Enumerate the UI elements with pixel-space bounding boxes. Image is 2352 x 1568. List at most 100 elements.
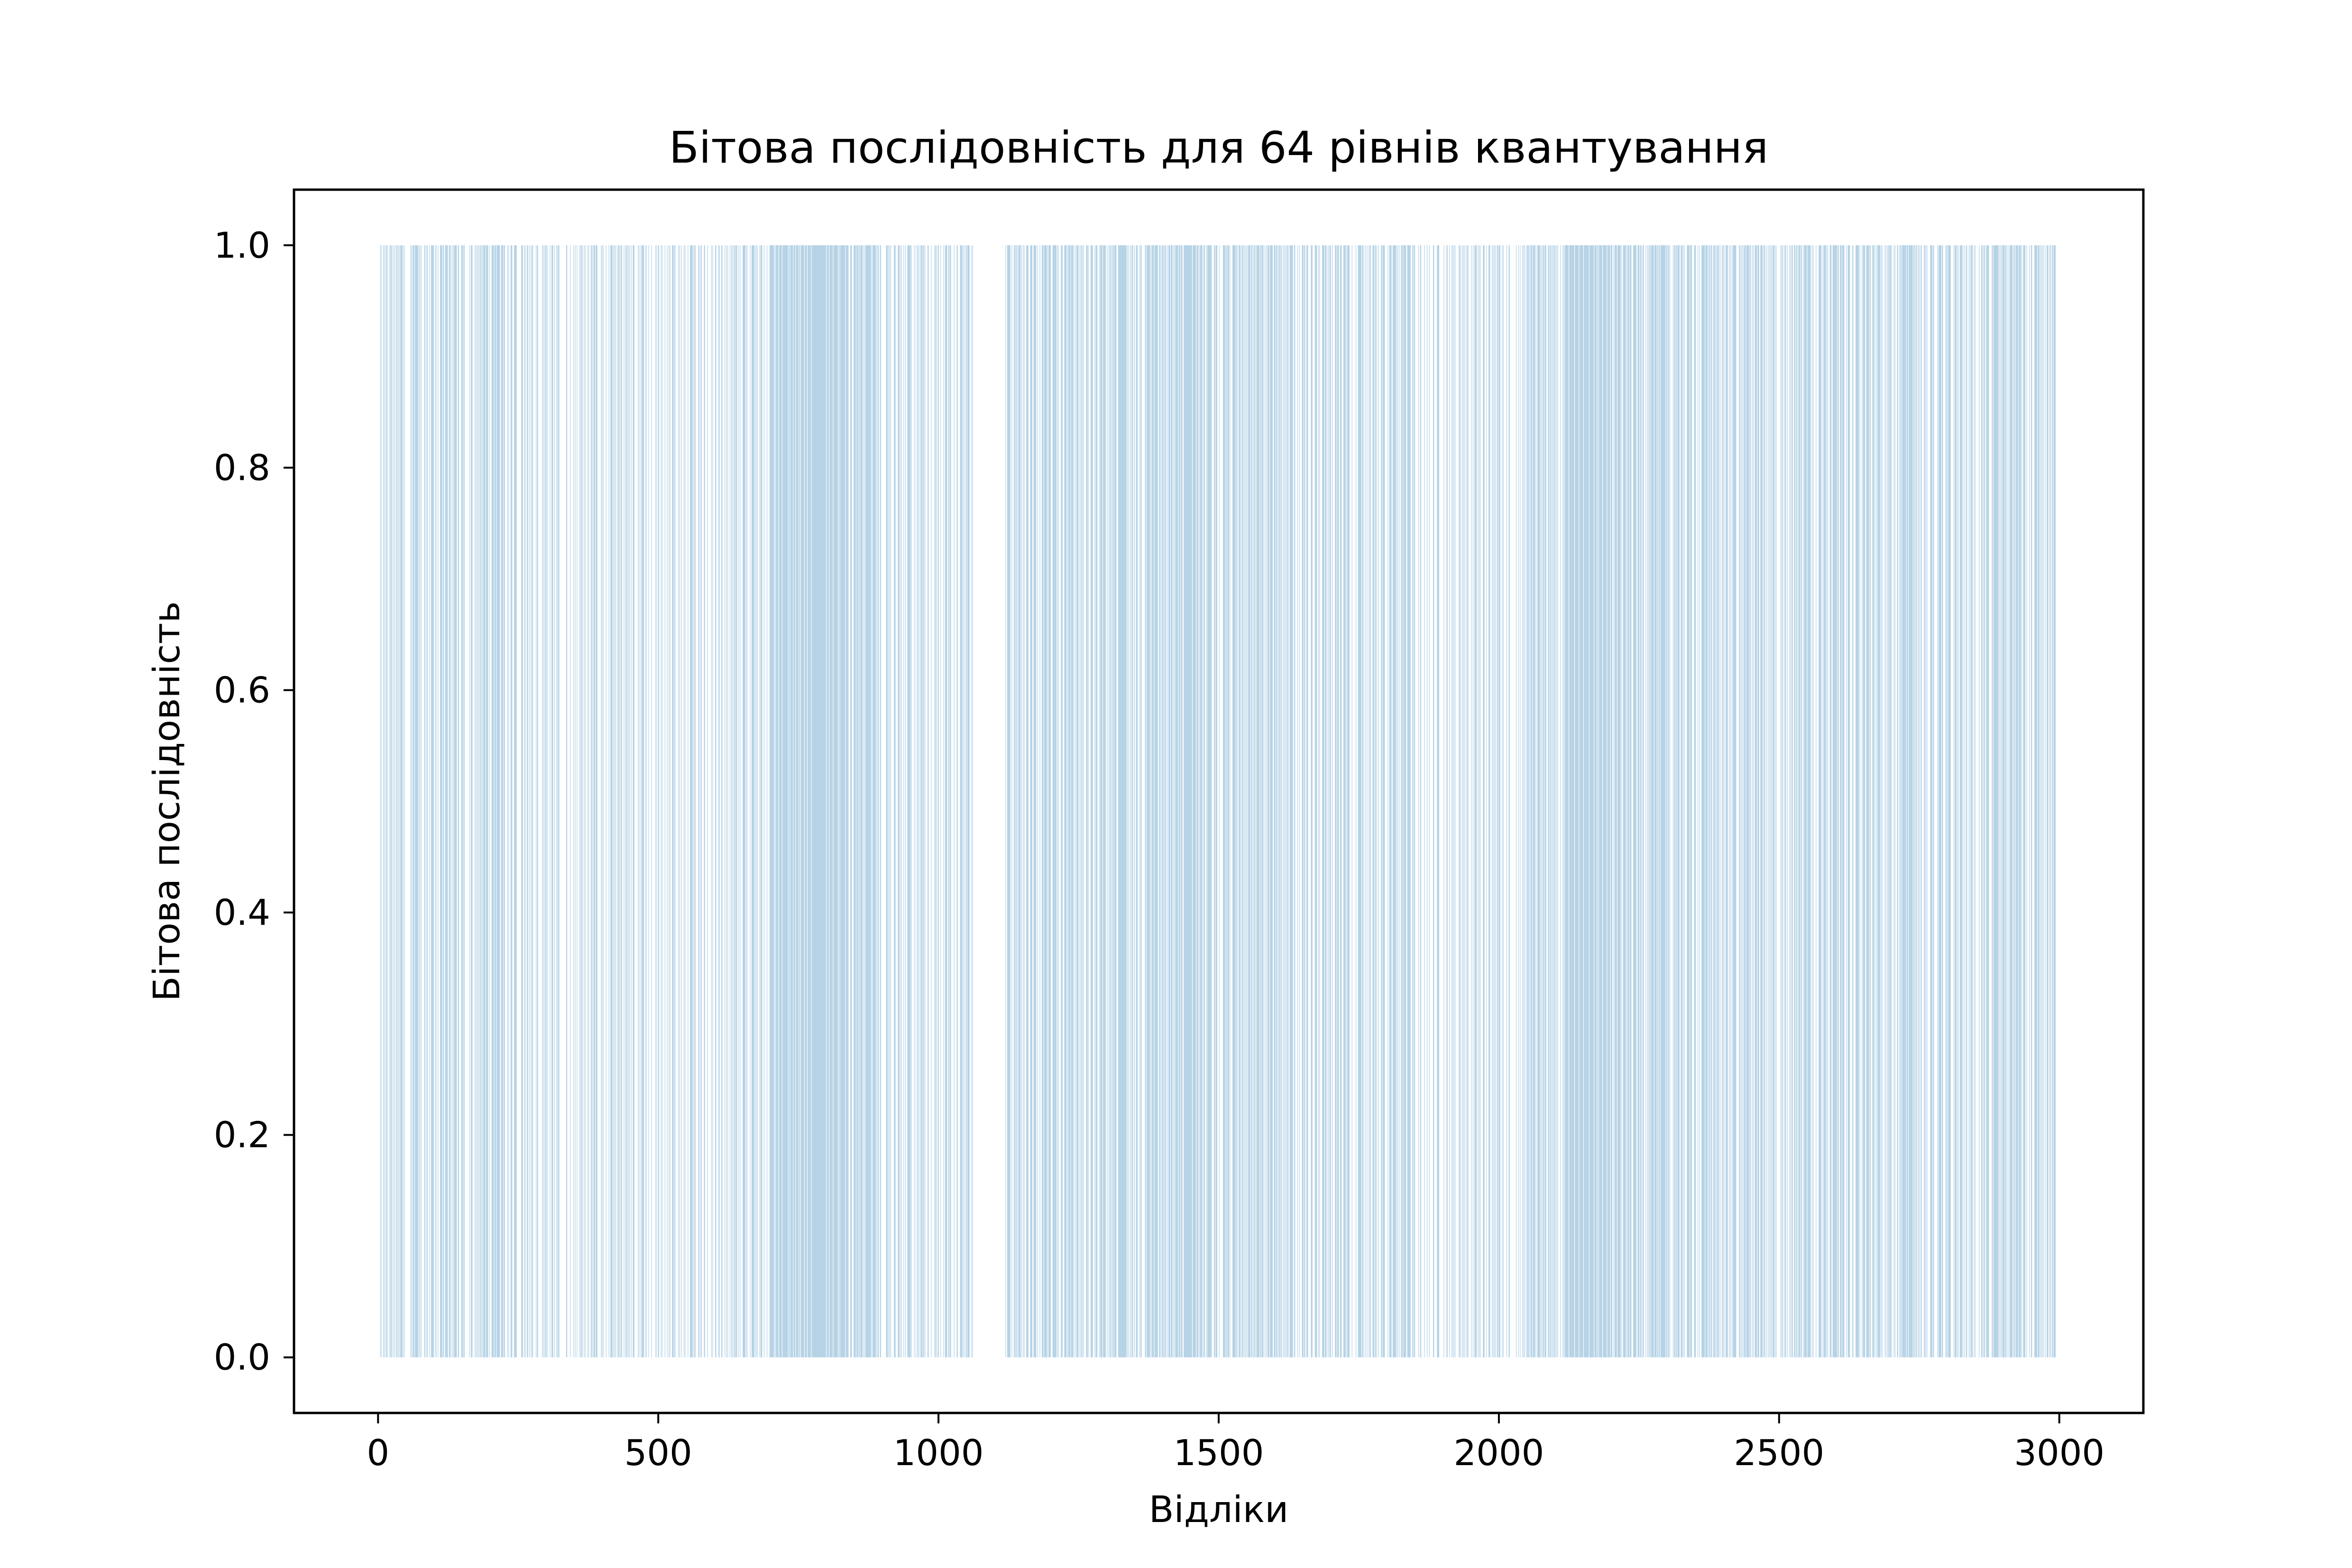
bar [1999, 245, 2000, 1357]
bar [1153, 245, 1154, 1357]
bar [1640, 245, 1641, 1357]
bar [1257, 245, 1258, 1357]
bar [501, 245, 502, 1357]
bar [965, 245, 966, 1357]
bar [1792, 245, 1793, 1357]
bar [1389, 245, 1390, 1357]
bar [1312, 245, 1313, 1357]
bar [846, 245, 847, 1357]
bar [1597, 245, 1598, 1357]
bar [2000, 245, 2001, 1357]
bar [1096, 245, 1097, 1357]
bar [1039, 245, 1040, 1357]
bar [1383, 245, 1384, 1357]
bar [813, 245, 814, 1357]
bar [1681, 245, 1682, 1357]
bar [1394, 245, 1395, 1357]
x-tick-label: 500 [625, 1432, 692, 1474]
bar [1287, 245, 1288, 1357]
bar [603, 245, 604, 1357]
bar [1689, 245, 1690, 1357]
bar [621, 245, 622, 1357]
bar [1091, 245, 1092, 1357]
bar [743, 245, 744, 1357]
bar [2042, 245, 2043, 1357]
bar [1092, 245, 1093, 1357]
bar [1484, 245, 1485, 1357]
bar [415, 245, 416, 1357]
bar [1476, 245, 1477, 1357]
bar [1762, 245, 1763, 1357]
bar [1565, 245, 1566, 1357]
bar [855, 245, 856, 1357]
bar [698, 245, 699, 1357]
bar [1369, 245, 1370, 1357]
bar [1017, 245, 1018, 1357]
bar [1548, 245, 1549, 1357]
bar [1699, 245, 1700, 1357]
bar [1652, 245, 1653, 1357]
bar [648, 245, 649, 1357]
bar [1594, 245, 1595, 1357]
bar [1544, 245, 1545, 1357]
bar [1920, 245, 1921, 1357]
bar [809, 245, 810, 1357]
bar [1840, 245, 1841, 1357]
bar [551, 245, 552, 1357]
bar [421, 245, 422, 1357]
bar [1053, 245, 1054, 1357]
bar [1363, 245, 1364, 1357]
bar [1867, 245, 1868, 1357]
bar [1744, 245, 1745, 1357]
bar [1226, 245, 1227, 1357]
bar [1688, 245, 1689, 1357]
bar [1128, 245, 1129, 1357]
bar [625, 245, 626, 1357]
bar [1987, 245, 1988, 1357]
bar [2045, 245, 2046, 1357]
bar [552, 245, 553, 1357]
bar [391, 245, 392, 1357]
bar [1600, 245, 1601, 1357]
bar [447, 245, 448, 1357]
bar [1127, 245, 1128, 1357]
bar [829, 245, 830, 1357]
bar [2024, 245, 2025, 1357]
bar [1251, 245, 1252, 1357]
bar [1538, 245, 1539, 1357]
bar [1785, 245, 1786, 1357]
bar [850, 245, 851, 1357]
bar [1010, 245, 1011, 1357]
bar [828, 245, 829, 1357]
bar [429, 245, 430, 1357]
bar [1208, 245, 1209, 1357]
bar [1822, 245, 1823, 1357]
bar [502, 245, 503, 1357]
bar [1627, 245, 1628, 1357]
bar [2053, 245, 2054, 1357]
bar [2055, 245, 2056, 1357]
bar [1118, 245, 1119, 1357]
bar [1081, 245, 1082, 1357]
bar [446, 245, 447, 1357]
bar [1418, 245, 1419, 1357]
bar [801, 245, 802, 1357]
bar [1797, 245, 1798, 1357]
bar [1997, 245, 1998, 1357]
bar [721, 245, 722, 1357]
x-axis: 0 500 1000 1500 2000 2500 3000 [367, 1413, 2104, 1474]
bar [908, 245, 909, 1357]
bar [1064, 245, 1065, 1357]
bar [880, 245, 881, 1357]
bar [1115, 245, 1116, 1357]
bar [779, 245, 780, 1357]
bar [1947, 245, 1948, 1357]
bar [651, 245, 652, 1357]
bar [1864, 245, 1865, 1357]
bar [1148, 245, 1149, 1357]
bar [1373, 245, 1374, 1357]
bar [1746, 245, 1747, 1357]
bar [1757, 245, 1758, 1357]
bar [1119, 245, 1120, 1357]
bar [1603, 245, 1604, 1357]
